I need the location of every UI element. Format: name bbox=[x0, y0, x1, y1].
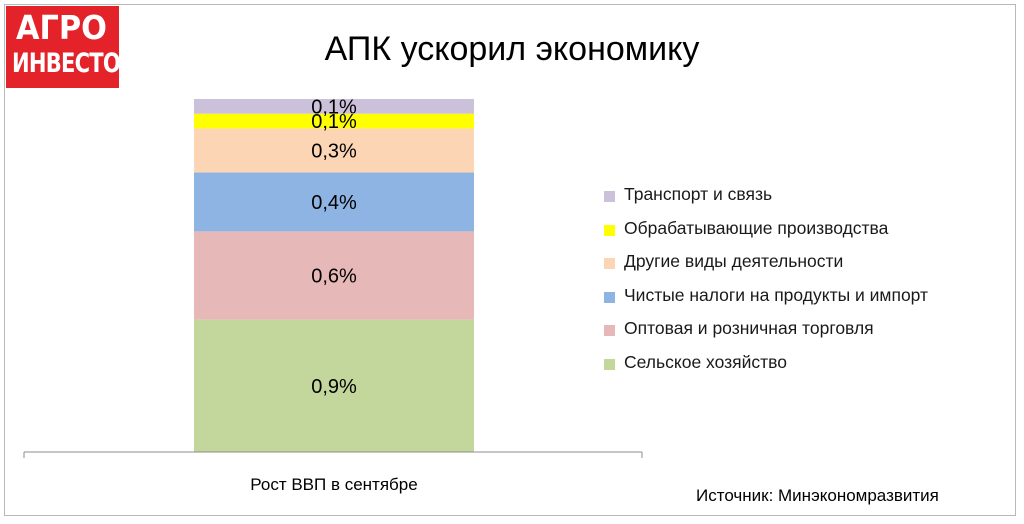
legend-swatch bbox=[604, 191, 615, 202]
bar-segment bbox=[194, 172, 474, 232]
agroinvestor-logo: АГРО ИНВЕСТОР bbox=[6, 6, 135, 88]
legend-label: Сельское хозяйство bbox=[624, 351, 788, 372]
legend-label: Другие виды деятельности bbox=[624, 251, 844, 271]
legend-label: Оптовая и розничная торговля bbox=[624, 318, 874, 338]
bar-segment bbox=[194, 113, 474, 129]
legend-swatch bbox=[604, 358, 615, 370]
bar-segment bbox=[194, 319, 474, 452]
legend-swatch bbox=[604, 291, 615, 303]
legend-swatch bbox=[604, 258, 615, 269]
bar-data-label: 0,1% bbox=[311, 111, 357, 133]
bar-segment bbox=[194, 128, 474, 173]
legend-swatch bbox=[604, 224, 615, 236]
logo-line-1: АГРО bbox=[16, 8, 107, 47]
x-category-label: Рост ВВП в сентябре bbox=[250, 475, 418, 494]
bar-data-label: 0,3% bbox=[311, 140, 357, 162]
logo-line-2: ИНВЕСТОР bbox=[12, 48, 135, 79]
legend-swatch bbox=[604, 325, 615, 336]
bar-segment bbox=[194, 231, 474, 320]
bar-segment bbox=[194, 99, 474, 114]
legend-label: Обрабатывающие производства bbox=[624, 217, 889, 238]
legend-label: Транспорт и связь bbox=[624, 184, 773, 204]
chart-title: АПК ускорил экономику bbox=[324, 30, 700, 68]
legend-label: Чистые налоги на продукты и импорт bbox=[624, 284, 929, 305]
bar-data-label: 0,1% bbox=[311, 96, 357, 118]
bar-data-label: 0,6% bbox=[311, 266, 357, 288]
chart-frame bbox=[4, 4, 1016, 516]
source-note: Источник: Минэкономразвития bbox=[696, 486, 939, 505]
bar-data-label: 0,9% bbox=[311, 376, 357, 398]
bar-data-label: 0,4% bbox=[311, 192, 357, 214]
